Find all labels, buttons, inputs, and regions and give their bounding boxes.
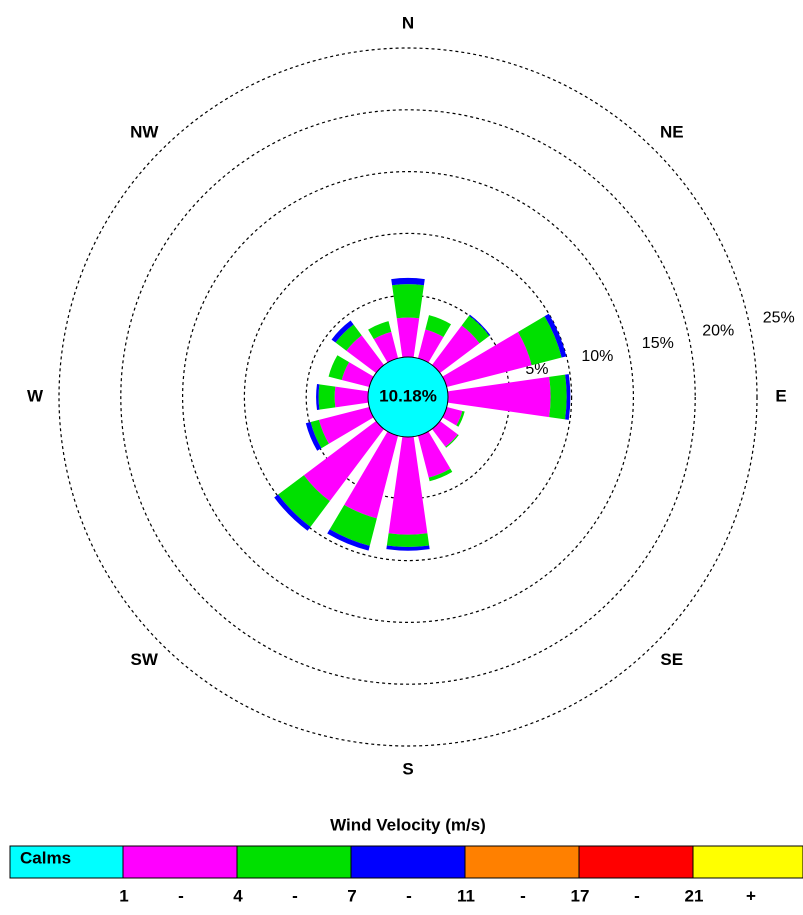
bar-segment <box>445 434 459 448</box>
legend-edge: 1 <box>119 886 128 905</box>
direction-label: NE <box>660 123 684 142</box>
legend-title: Wind Velocity (m/s) <box>330 815 486 834</box>
legend-sep: - <box>634 886 640 905</box>
legend-sep: - <box>178 886 184 905</box>
direction-label: SW <box>131 650 159 669</box>
legend-calms: Calms <box>20 848 71 867</box>
bar-segment <box>327 529 370 551</box>
bar-segment <box>469 314 491 336</box>
bar-segment <box>310 419 329 449</box>
bar-segment <box>386 533 430 548</box>
legend-edge: 4 <box>233 886 243 905</box>
bar-segment <box>417 329 444 363</box>
direction-label: W <box>27 386 44 405</box>
bar-segment <box>428 468 453 482</box>
legend-sep: - <box>406 886 412 905</box>
grid-ring <box>120 109 696 685</box>
grid-ring <box>243 232 573 562</box>
bar-segment <box>432 421 458 447</box>
bar-segment <box>417 431 451 478</box>
bar-segment <box>344 431 399 519</box>
bar-segment <box>331 320 354 343</box>
ring-label: 20% <box>702 322 734 339</box>
direction-label: N <box>402 13 414 32</box>
bar-segment <box>316 384 320 410</box>
legend-swatch <box>122 845 238 879</box>
legend-swatch <box>236 845 352 879</box>
legend-edge: 7 <box>347 886 356 905</box>
bar-segment <box>565 374 571 420</box>
calm-circle <box>367 356 449 438</box>
legend-swatch <box>350 845 466 879</box>
bar-segment <box>442 406 463 426</box>
bar-segment <box>461 315 490 344</box>
bar-segment <box>392 284 424 319</box>
direction-label: S <box>402 759 413 778</box>
legend-edge: 11 <box>457 886 475 905</box>
ring-label: 15% <box>642 335 674 352</box>
legend-edge: 17 <box>571 886 590 905</box>
bar-segment <box>318 384 336 410</box>
direction-label: SE <box>660 650 683 669</box>
direction-label: NW <box>130 123 159 142</box>
bar-segment <box>391 277 425 286</box>
legend-open: + <box>746 886 756 905</box>
legend-sep: - <box>520 886 526 905</box>
bar-segment <box>432 325 480 373</box>
bar-segment <box>425 315 452 338</box>
legend-swatch <box>464 845 580 879</box>
calm-value: 10.18% <box>379 386 437 405</box>
bar-segment <box>517 316 562 366</box>
bar-segment <box>329 504 377 546</box>
grid-ring <box>182 171 634 623</box>
bar-segment <box>544 313 567 358</box>
bar-segment <box>386 545 430 551</box>
direction-label: E <box>775 386 786 405</box>
legend-swatch <box>9 845 124 879</box>
bar-segment <box>368 321 392 340</box>
legend-sep: - <box>292 886 298 905</box>
bar-segment <box>549 374 567 420</box>
bar-segment <box>346 335 384 373</box>
ring-label: 10% <box>581 348 613 365</box>
legend-edge: 21 <box>685 886 704 905</box>
bar-segment <box>396 317 420 358</box>
bar-segment <box>328 355 350 380</box>
bar-segment <box>456 410 465 427</box>
legend-swatch <box>692 845 803 879</box>
bar-segment <box>373 331 399 363</box>
bar-segment <box>278 475 330 527</box>
bar-segment <box>341 362 374 388</box>
bar-segment <box>274 494 311 531</box>
bar-segment <box>303 421 384 502</box>
bar-segment <box>447 376 551 418</box>
legend-swatch <box>578 845 694 879</box>
bar-segment <box>318 406 374 444</box>
bar-segment <box>334 386 369 408</box>
bar-segment <box>442 331 532 388</box>
grid-ring <box>58 47 758 747</box>
bar-segment <box>305 422 322 451</box>
ring-label: 25% <box>763 309 795 326</box>
bar-segment <box>335 324 362 351</box>
bar-segment <box>388 436 428 535</box>
